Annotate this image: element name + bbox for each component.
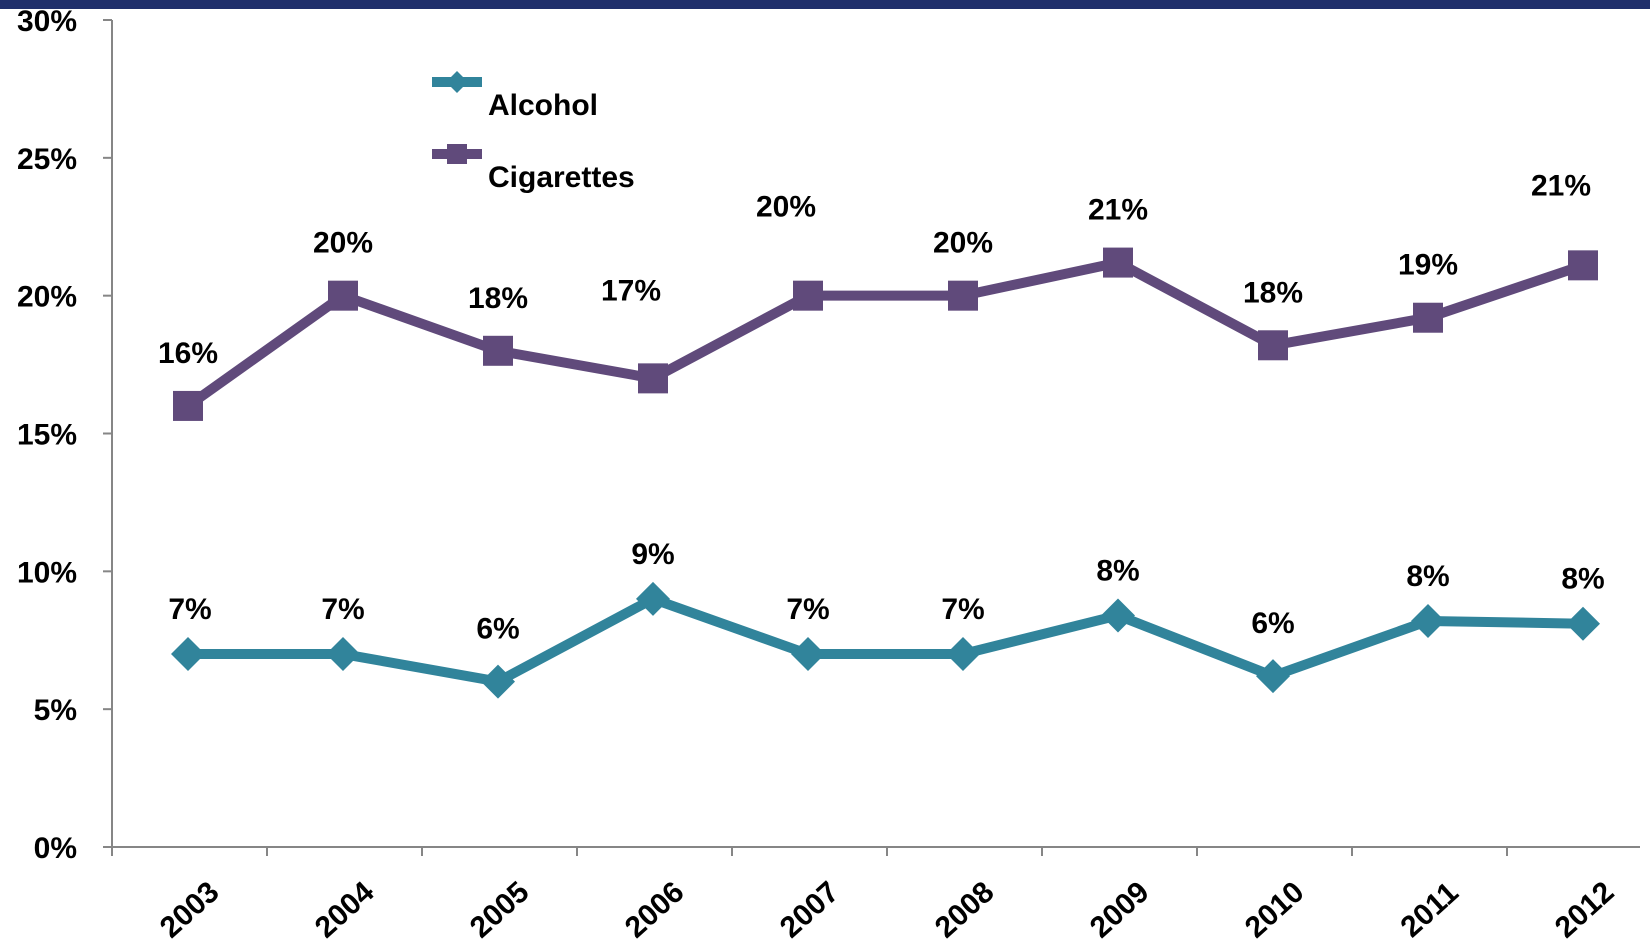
x-tick-label: 2011 — [1394, 876, 1464, 944]
data-label-cigarettes: 18% — [1243, 276, 1303, 309]
x-tick-label: 2007 — [774, 875, 846, 944]
legend-swatch-marker — [447, 144, 467, 164]
data-label-alcohol: 7% — [321, 593, 364, 626]
data-label-alcohol: 7% — [786, 593, 829, 626]
x-tick-label: 2003 — [154, 875, 226, 944]
data-label-alcohol: 7% — [168, 593, 211, 626]
legend-label: Alcohol — [488, 89, 598, 122]
data-point-marker — [638, 363, 668, 394]
data-point-marker — [946, 637, 980, 672]
data-point-marker — [948, 280, 978, 311]
data-label-alcohol: 6% — [1251, 607, 1294, 640]
series-line-cigarettes — [185, 257, 1585, 411]
data-label-cigarettes: 18% — [468, 282, 528, 315]
data-label-alcohol: 8% — [1096, 554, 1139, 587]
data-point-marker — [328, 280, 358, 311]
data-label-cigarettes: 20% — [313, 227, 373, 260]
data-label-cigarettes: 21% — [1531, 169, 1591, 202]
series-line-alcohol — [188, 593, 1584, 687]
data-point-marker — [1101, 598, 1135, 633]
x-tick-label: 2009 — [1084, 875, 1156, 944]
data-point-marker — [326, 637, 360, 672]
y-tick-label: 5% — [34, 694, 77, 727]
data-label-cigarettes: 16% — [158, 337, 218, 370]
data-point-marker — [1411, 603, 1445, 638]
data-point-marker — [791, 637, 825, 672]
data-label-cigarettes: 20% — [933, 227, 993, 260]
data-label-cigarettes: 21% — [1088, 194, 1148, 227]
data-label-alcohol: 6% — [476, 613, 519, 646]
series-cigarettes: 16% 20% 18% 17% 20% 20% 21% 18% 19% 21% — [158, 169, 1598, 421]
y-tick-label: 15% — [17, 419, 77, 452]
x-tick-label: 2012 — [1549, 875, 1621, 944]
data-point-marker — [1103, 247, 1133, 278]
data-label-alcohol: 7% — [941, 593, 984, 626]
legend-swatch-marker — [446, 71, 468, 93]
data-point-marker — [793, 280, 823, 311]
x-tick-label: 2010 — [1239, 875, 1311, 944]
data-point-marker — [171, 637, 205, 672]
y-tick-label: 10% — [17, 556, 77, 589]
data-point-marker — [483, 335, 513, 366]
legend-label: Cigarettes — [488, 161, 635, 194]
y-tick-label: 30% — [17, 5, 77, 38]
x-tick-label: 2006 — [619, 875, 691, 944]
data-point-marker — [1568, 250, 1598, 281]
data-point-marker — [636, 581, 670, 616]
data-point-marker — [173, 390, 203, 421]
data-label-cigarettes: 17% — [601, 274, 661, 307]
top-banner-bar — [0, 0, 1650, 9]
data-point-marker — [1566, 606, 1600, 641]
data-point-marker — [481, 664, 515, 699]
data-label-alcohol: 9% — [631, 538, 674, 571]
data-label-cigarettes: 20% — [756, 191, 816, 224]
x-tick-label: 2008 — [929, 875, 1001, 944]
axes: 0% 5% 10% 15% 20% 25% 30% 2003 2004 2005 2006 2007 2… — [17, 5, 1640, 945]
data-label-alcohol: 8% — [1406, 560, 1449, 593]
x-tick-label: 2004 — [309, 875, 381, 944]
data-point-marker — [1256, 659, 1290, 694]
legend-item-alcohol: Alcohol — [432, 71, 598, 122]
data-label-cigarettes: 19% — [1398, 249, 1458, 282]
y-tick-label: 25% — [17, 143, 77, 176]
series-alcohol: 7% 7% 6% 9% 7% 7% 8% 6% 8% 8% — [168, 538, 1605, 699]
y-tick-label: 0% — [34, 832, 77, 865]
legend-item-cigarettes: Cigarettes — [432, 144, 635, 194]
x-tick-label: 2005 — [464, 875, 536, 944]
data-point-marker — [1258, 330, 1288, 361]
data-point-marker — [1413, 302, 1443, 333]
data-label-alcohol: 8% — [1561, 563, 1604, 596]
legend: Alcohol Cigarettes — [432, 71, 635, 194]
y-tick-label: 20% — [17, 281, 77, 314]
series-layer: 7% 7% 6% 9% 7% 7% 8% 6% 8% 8% 16% 20% 18% 17% 20% 20% 21… — [158, 169, 1605, 699]
